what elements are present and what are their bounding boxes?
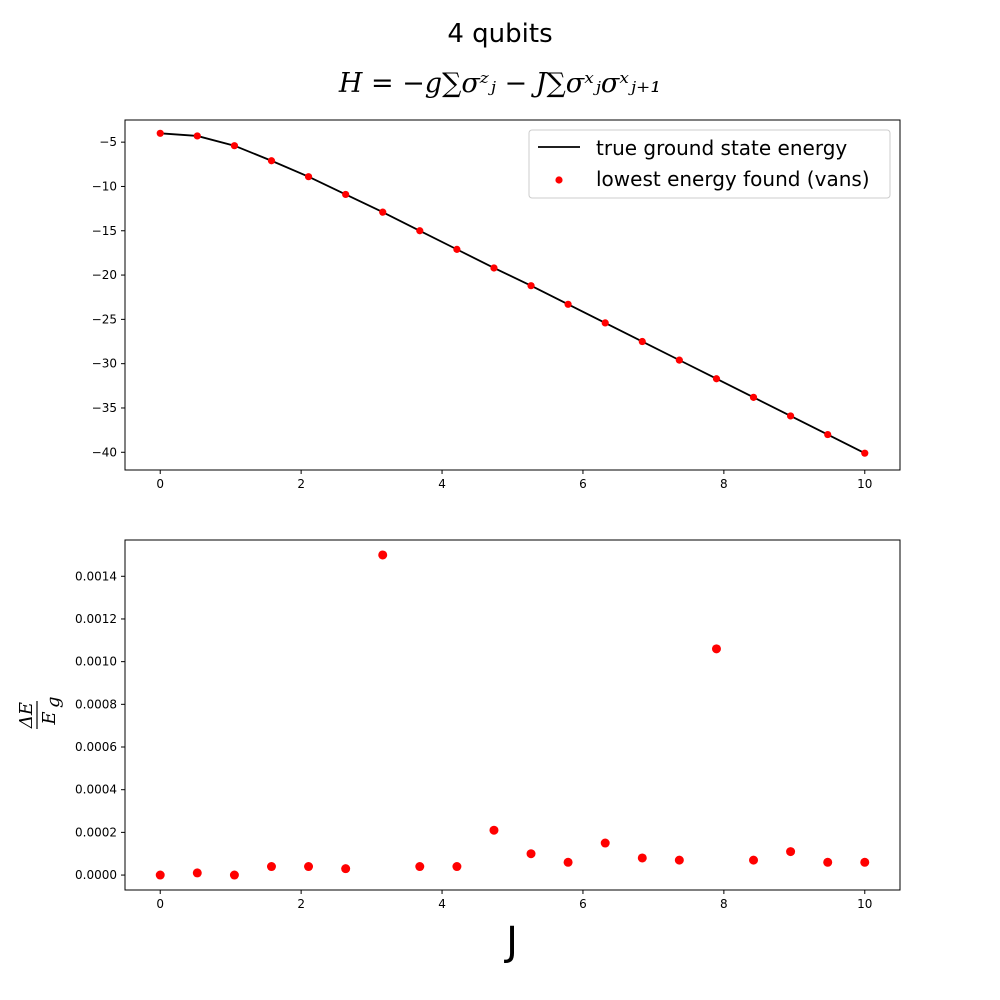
data-point-lowest-energy bbox=[527, 282, 535, 290]
data-point-lowest-energy bbox=[416, 227, 424, 235]
y-tick-label: −30 bbox=[92, 357, 117, 371]
data-point-relative-error bbox=[637, 853, 647, 863]
y-tick-label: 0.0012 bbox=[75, 612, 117, 626]
figure-subtitle-equation: H = −g∑σᶻⱼ − J∑σˣⱼσˣⱼ₊₁ bbox=[338, 68, 661, 99]
y-tick-label: −20 bbox=[92, 268, 117, 282]
y-tick-label: 0.0014 bbox=[75, 569, 117, 583]
data-point-relative-error bbox=[860, 857, 870, 867]
legend-label-lowest-energy-found: lowest energy found (vans) bbox=[596, 167, 870, 191]
x-tick-label: 6 bbox=[579, 477, 587, 491]
data-point-lowest-energy bbox=[786, 412, 795, 420]
data-point-lowest-energy bbox=[453, 245, 461, 253]
data-point-relative-error bbox=[600, 838, 610, 848]
data-point-lowest-energy bbox=[601, 319, 609, 327]
data-point-lowest-energy bbox=[675, 356, 683, 364]
y-tick-label: 0.0002 bbox=[75, 825, 117, 839]
data-point-relative-error bbox=[304, 862, 314, 872]
data-point-lowest-energy bbox=[564, 300, 572, 308]
legend-box bbox=[528, 129, 891, 199]
data-point-lowest-energy bbox=[824, 430, 832, 439]
data-point-lowest-energy bbox=[379, 208, 387, 216]
series-line-true-ground-state-energy bbox=[160, 132, 866, 454]
data-point-lowest-energy bbox=[638, 337, 646, 346]
data-point-lowest-energy bbox=[193, 132, 201, 140]
data-point-lowest-energy bbox=[304, 173, 313, 181]
y-tick-label: −10 bbox=[92, 179, 117, 193]
data-point-relative-error bbox=[378, 550, 388, 560]
y-tick-label: 0.0000 bbox=[75, 868, 117, 882]
data-point-relative-error bbox=[452, 862, 462, 872]
data-point-lowest-energy bbox=[230, 142, 239, 150]
y-tick-label: −15 bbox=[92, 224, 117, 238]
data-point-relative-error bbox=[192, 868, 202, 878]
x-tick-label: 8 bbox=[720, 477, 728, 491]
x-tick-label: 6 bbox=[579, 897, 587, 911]
x-tick-label: 2 bbox=[297, 897, 305, 911]
y-tick-label: −25 bbox=[92, 312, 117, 326]
x-axis-label: J bbox=[503, 919, 518, 965]
legend: true ground state energy lowest energy fo… bbox=[528, 129, 891, 199]
bottom-plot-frame bbox=[124, 539, 901, 891]
y-tick-label: −40 bbox=[92, 445, 117, 459]
data-point-lowest-energy bbox=[861, 449, 869, 457]
x-tick-label: 2 bbox=[297, 477, 305, 491]
x-tick-label: 4 bbox=[438, 897, 446, 911]
y-tick-label: 0.0008 bbox=[75, 697, 117, 711]
legend-marker-swatch bbox=[555, 176, 563, 184]
top-plot-energy: 0 2 4 6 8 10 −5 −10 −15 −20 −25 −30 −35 −40 true groun… bbox=[92, 119, 901, 491]
y-axis-label-subscript: g bbox=[43, 696, 64, 708]
x-tick-label: 10 bbox=[857, 477, 872, 491]
y-tick-label: 0.0006 bbox=[75, 740, 117, 754]
data-point-relative-error bbox=[563, 857, 573, 867]
y-tick-label: 0.0004 bbox=[75, 783, 117, 797]
x-tick-label: 10 bbox=[857, 897, 872, 911]
top-plot-frame bbox=[124, 119, 901, 471]
data-point-relative-error bbox=[674, 855, 684, 865]
data-point-lowest-energy bbox=[267, 157, 276, 165]
data-point-lowest-energy bbox=[712, 375, 721, 383]
y-axis-label: ΔE Eg bbox=[16, 696, 64, 729]
data-point-relative-error bbox=[341, 864, 351, 874]
data-point-relative-error bbox=[526, 849, 536, 859]
data-point-lowest-energy bbox=[749, 393, 758, 401]
bottom-plot-relative-error: 0 2 4 6 8 10 0.0000 0.0002 0.0004 0.0006 0.0008 0.0… bbox=[16, 539, 901, 965]
x-tick-label: 8 bbox=[720, 897, 728, 911]
data-point-lowest-energy bbox=[490, 264, 498, 272]
x-tick-label: 4 bbox=[438, 477, 446, 491]
y-axis-label-numerator: ΔE bbox=[16, 702, 37, 729]
data-point-relative-error bbox=[489, 825, 499, 835]
data-point-relative-error bbox=[415, 862, 425, 872]
data-point-relative-error bbox=[266, 862, 276, 872]
data-point-relative-error bbox=[749, 855, 759, 865]
x-tick-label: 0 bbox=[156, 477, 164, 491]
data-point-relative-error bbox=[711, 644, 721, 654]
data-point-relative-error bbox=[229, 870, 239, 880]
data-point-relative-error bbox=[155, 870, 165, 880]
legend-label-true-ground-state-energy: true ground state energy bbox=[596, 136, 847, 160]
data-point-relative-error bbox=[823, 857, 833, 867]
y-tick-label: −35 bbox=[92, 401, 117, 415]
y-tick-label: −5 bbox=[99, 135, 117, 149]
data-point-relative-error bbox=[786, 847, 796, 857]
data-point-lowest-energy bbox=[342, 190, 350, 199]
figure-title: 4 qubits bbox=[447, 19, 552, 49]
x-tick-label: 0 bbox=[156, 897, 164, 911]
y-axis-label-denominator: E bbox=[39, 711, 60, 725]
y-tick-label: 0.0010 bbox=[75, 655, 117, 669]
data-point-lowest-energy bbox=[156, 129, 164, 137]
